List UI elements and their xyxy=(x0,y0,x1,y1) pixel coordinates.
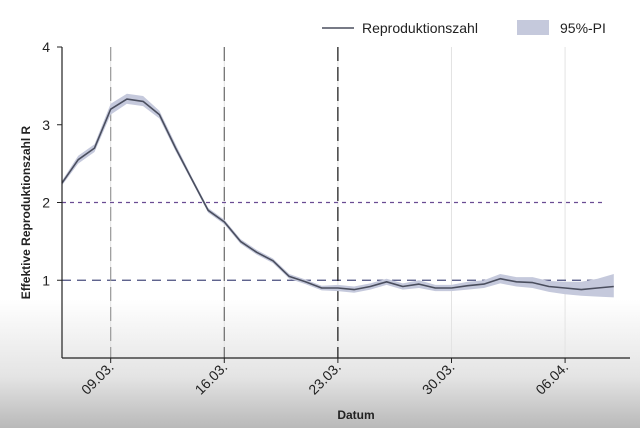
x-tick-label: 06.04. xyxy=(532,359,571,398)
legend-series-label: Reproduktionszahl xyxy=(362,20,478,36)
axes xyxy=(57,46,630,363)
x-tick-label: 23.03. xyxy=(305,359,344,398)
reference-lines xyxy=(62,47,606,358)
x-tick-label: 16.03. xyxy=(192,359,231,398)
legend: Reproduktionszahl 95%-PI xyxy=(322,20,606,36)
y-tick-label: 3 xyxy=(42,117,50,133)
x-axis-title: Datum xyxy=(337,408,374,422)
x-tick-label: 09.03. xyxy=(78,359,117,398)
legend-interval-swatch xyxy=(517,20,549,35)
series-line xyxy=(61,98,614,291)
x-tick-label: 30.03. xyxy=(419,359,458,398)
tick-labels: 1 2 3 4 09.03. 16.03. 23.03. 30.03. 06.04. xyxy=(42,39,571,398)
series-line-layer xyxy=(61,98,614,291)
y-tick-label: 4 xyxy=(42,39,50,55)
y-tick-label: 1 xyxy=(42,272,50,288)
y-tick-label: 2 xyxy=(42,195,50,211)
y-axis-title: Effektive Reproduktionszahl R xyxy=(19,125,33,299)
legend-interval-label: 95%-PI xyxy=(560,20,606,36)
